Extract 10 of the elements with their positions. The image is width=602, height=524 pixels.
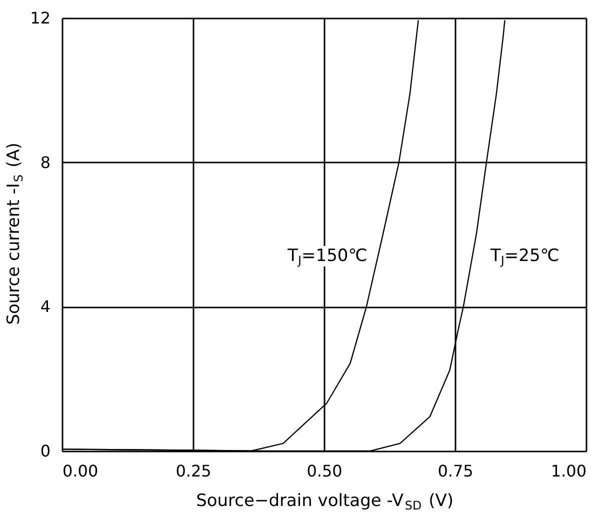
y-tick-label: 0 <box>40 442 50 460</box>
y-tick-label: 8 <box>40 152 50 172</box>
x-tick-label: 0.00 <box>62 462 98 480</box>
y-tick-label: 4 <box>40 297 50 316</box>
y-axis-title: Source current -IS (A) <box>4 142 26 325</box>
x-tick-label: 1.00 <box>550 462 586 480</box>
x-tick-label: 0.25 <box>176 462 212 480</box>
y-tick-label: 12 <box>30 8 50 28</box>
x-tick-label: 0.50 <box>306 462 342 480</box>
x-tick-label: 0.75 <box>438 462 474 480</box>
